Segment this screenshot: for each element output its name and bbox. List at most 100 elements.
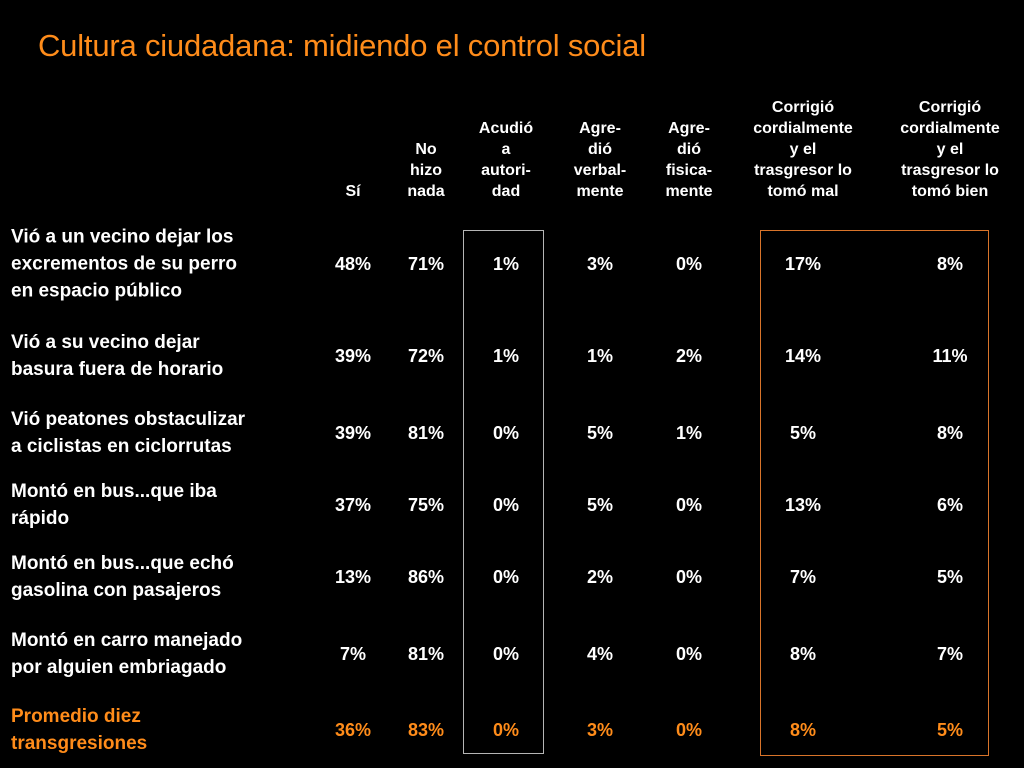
table-cell: 8% bbox=[936, 423, 964, 443]
table-cell: 0% bbox=[492, 495, 520, 515]
column-header: Corrigió cordialmente y el trasgresor lo tom… bbox=[900, 97, 1000, 202]
text-line: y el bbox=[936, 141, 964, 158]
table-cell: 0% bbox=[675, 495, 703, 515]
text-line: Vió a un vecino dejar los bbox=[11, 226, 234, 248]
table-cell: 81% bbox=[407, 423, 445, 443]
text-line: autori- bbox=[481, 162, 531, 179]
text-line: nada bbox=[407, 183, 445, 200]
table-cell: 48% bbox=[334, 254, 372, 274]
table-cell: 4% bbox=[586, 644, 614, 664]
text-line: y el bbox=[789, 141, 817, 158]
text-line: cordialmente bbox=[753, 120, 853, 137]
column-header: Corrigió cordialmente y el trasgresor lo tom… bbox=[753, 97, 853, 202]
table-cell: 7% bbox=[936, 644, 964, 664]
table-cell: 1% bbox=[675, 423, 703, 443]
text-line: transgresiones bbox=[11, 733, 148, 754]
page-title: Cultura ciudadana: midiendo el control s… bbox=[38, 28, 646, 63]
table-cell: 7% bbox=[339, 644, 367, 664]
column-header: Agre-dió fisica-mente bbox=[665, 118, 712, 202]
table-cell: 75% bbox=[407, 495, 445, 515]
row-label: Montó en bus...que iba rápido bbox=[11, 478, 217, 532]
column-header: No hizo nada bbox=[407, 139, 444, 202]
average-cell: 36% bbox=[334, 720, 372, 740]
text-line: Agre- bbox=[668, 120, 710, 137]
text-line: trasgresor lo bbox=[754, 162, 852, 179]
table-cell: 2% bbox=[586, 567, 614, 587]
table-cell: 13% bbox=[334, 567, 372, 587]
average-row-label: Promedio diez transgresiones bbox=[11, 703, 147, 757]
table-cell: 0% bbox=[675, 644, 703, 664]
table-cell: 71% bbox=[407, 254, 445, 274]
text-line: verbal- bbox=[573, 162, 627, 179]
text-line: Promedio diez bbox=[11, 706, 141, 727]
table-cell: 81% bbox=[407, 644, 445, 664]
text-line: tomó bien bbox=[911, 183, 989, 200]
row-label: Montó en bus...que echó gasolina con pasa… bbox=[11, 550, 234, 604]
text-line: Corrigió bbox=[918, 99, 982, 116]
table-cell: 5% bbox=[936, 567, 964, 587]
row-label: Vió a un vecino dejar los excrementos de … bbox=[11, 224, 237, 305]
text-line: trasgresor lo bbox=[901, 162, 999, 179]
table-cell: 0% bbox=[492, 567, 520, 587]
text-line: en espacio público bbox=[11, 280, 183, 302]
table-cell: 11% bbox=[932, 346, 968, 366]
text-line: hizo bbox=[410, 162, 442, 179]
text-line: Agre- bbox=[579, 120, 621, 137]
table-cell: 8% bbox=[789, 644, 817, 664]
row-label: Vió peatones obstaculizar a ciclistas en … bbox=[11, 406, 245, 460]
text-line: Montó en bus...que iba bbox=[11, 481, 217, 502]
text-line: mente bbox=[665, 183, 713, 200]
table-cell: 8% bbox=[936, 254, 964, 274]
average-cell: 83% bbox=[407, 720, 445, 740]
table-cell: 1% bbox=[492, 346, 520, 366]
table-cell: 0% bbox=[675, 567, 703, 587]
table-cell: 5% bbox=[586, 495, 614, 515]
table-cell: 5% bbox=[789, 423, 817, 443]
average-cell: 8% bbox=[789, 720, 817, 740]
text-line: a bbox=[501, 141, 511, 158]
text-line: a ciclistas en ciclorrutas bbox=[11, 436, 232, 457]
text-line: Acudió bbox=[478, 120, 534, 137]
table-cell: 1% bbox=[492, 254, 520, 274]
table-cell: 37% bbox=[334, 495, 372, 515]
table-cell: 0% bbox=[492, 644, 520, 664]
average-cell: 0% bbox=[492, 720, 520, 740]
column-header: Sí bbox=[345, 181, 360, 202]
text-line: dió bbox=[588, 141, 612, 158]
text-line: excrementos de su perro bbox=[11, 253, 237, 275]
text-line: Vió peatones obstaculizar bbox=[11, 409, 246, 430]
text-line: por alguien embriagado bbox=[11, 657, 227, 678]
authority-column-frame bbox=[463, 230, 544, 754]
average-cell: 5% bbox=[936, 720, 964, 740]
row-label: Vió a su vecino dejar basura fuera de hor… bbox=[11, 329, 223, 383]
table-cell: 2% bbox=[675, 346, 703, 366]
text-line: dad bbox=[491, 183, 521, 200]
row-label: Montó en carro manejado por alguien embri… bbox=[11, 627, 242, 681]
text-line: dió bbox=[677, 141, 701, 158]
column-header: Agre-dió verbal-mente bbox=[574, 118, 626, 202]
text-line: fisica- bbox=[665, 162, 713, 179]
text-line: Sí bbox=[345, 183, 361, 200]
table-cell: 72% bbox=[407, 346, 445, 366]
text-line: cordialmente bbox=[900, 120, 1000, 137]
table-cell: 39% bbox=[334, 346, 372, 366]
correction-columns-frame bbox=[760, 230, 989, 756]
text-line: tomó mal bbox=[767, 183, 839, 200]
table-cell: 13% bbox=[784, 495, 822, 515]
column-header: Acudió a autori-dad bbox=[479, 118, 533, 202]
text-line: Montó en bus...que echó bbox=[11, 553, 234, 574]
table-cell: 7% bbox=[789, 567, 817, 587]
text-line: rápido bbox=[11, 508, 70, 529]
table-cell: 3% bbox=[586, 254, 614, 274]
table-cell: 0% bbox=[492, 423, 520, 443]
text-line: basura fuera de horario bbox=[11, 359, 224, 380]
table-cell: 86% bbox=[407, 567, 445, 587]
table-cell: 39% bbox=[334, 423, 372, 443]
text-line: Vió a su vecino dejar bbox=[11, 332, 200, 353]
text-line: Montó en carro manejado bbox=[11, 630, 243, 651]
text-line: mente bbox=[576, 183, 624, 200]
table-cell: 1% bbox=[586, 346, 614, 366]
table-cell: 0% bbox=[675, 254, 703, 274]
table-cell: 14% bbox=[784, 346, 822, 366]
table-cell: 17% bbox=[784, 254, 822, 274]
